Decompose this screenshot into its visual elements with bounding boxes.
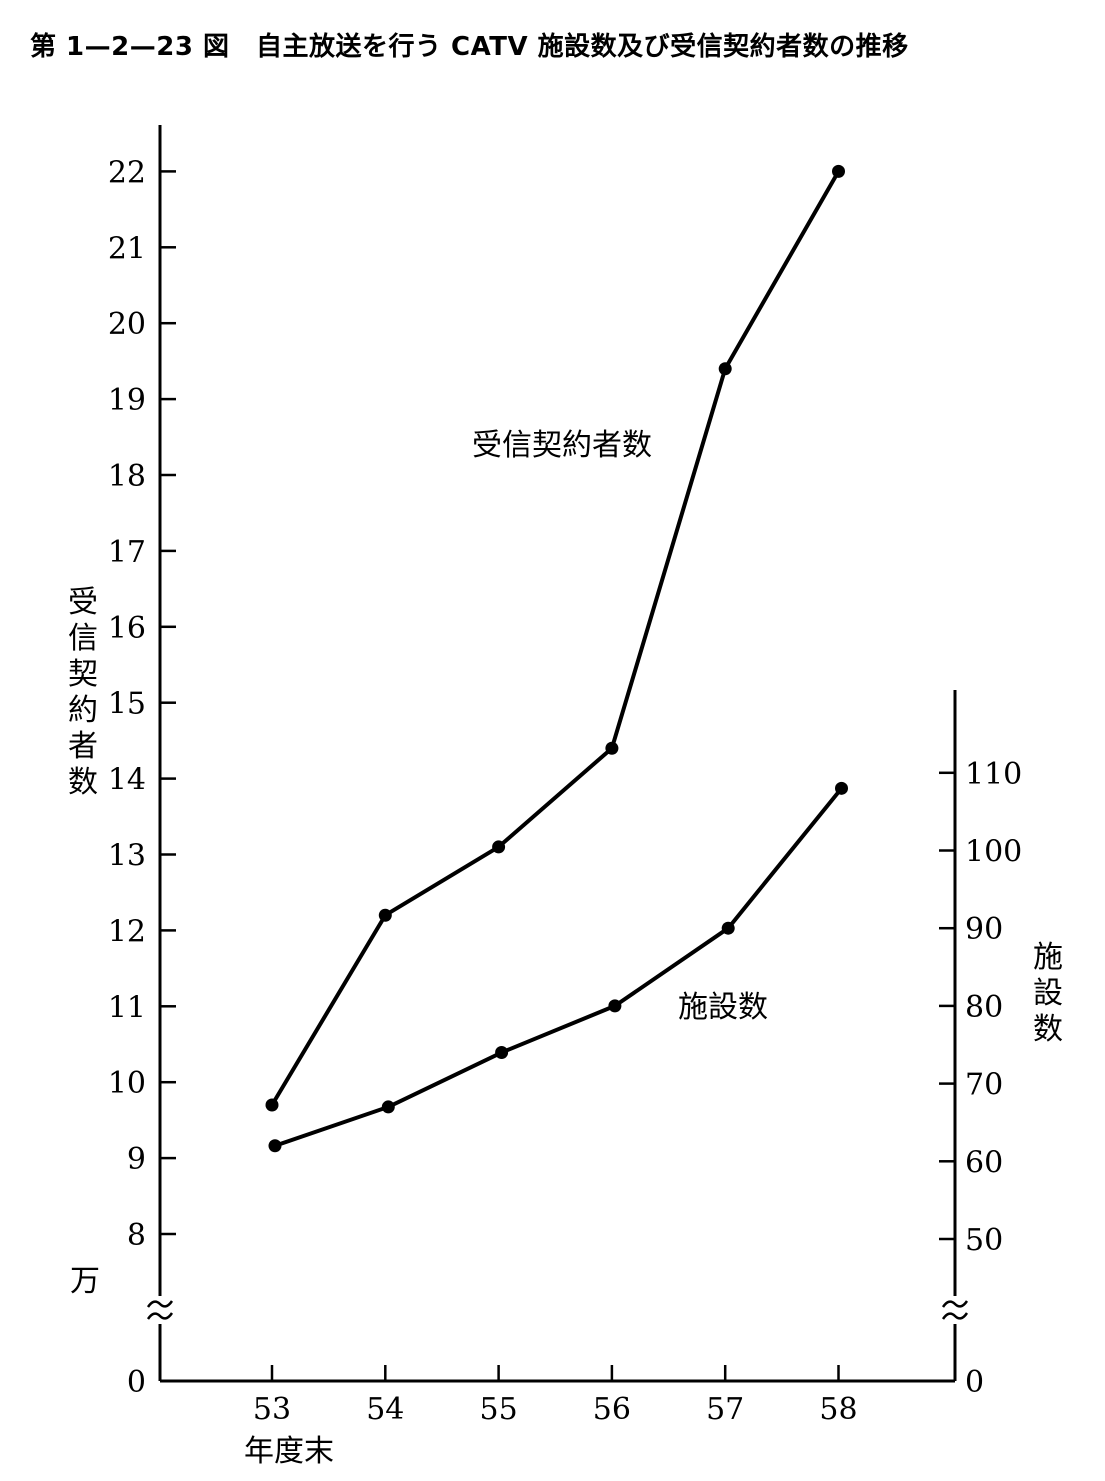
chart-title: 第 1—2—23 図 自主放送を行う CATV 施設数及び受信契約者数の推移 [30, 32, 909, 62]
data-point-subscribers [605, 741, 619, 755]
left-axis-ticks: 0 8 9 10 11 12 13 14 15 16 17 18 19 20 21 22 [108, 155, 176, 1400]
data-point-facilities [721, 921, 735, 935]
series-label-subscribers: 受信契約者数 [472, 428, 652, 463]
x-tick-label: 57 [706, 1392, 744, 1427]
right-axis-break-icon [941, 1300, 969, 1320]
left-tick-label: 8 [127, 1218, 146, 1253]
x-tick-label: 55 [480, 1392, 518, 1427]
left-tick-label: 9 [127, 1142, 146, 1177]
right-tick-label: 60 [965, 1145, 1003, 1180]
data-point-subscribers [492, 840, 506, 854]
left-tick-label: 21 [108, 231, 146, 266]
data-point-subscribers [718, 362, 732, 376]
data-point-facilities [381, 1100, 395, 1114]
right-tick-label: 0 [965, 1365, 984, 1400]
left-axis-unit: 万 [70, 1264, 100, 1299]
right-axis-ticks: 0 50 60 70 80 90 100 110 [939, 757, 1022, 1400]
right-axis-label: 施設数 [1033, 940, 1063, 1047]
x-tick-label: 58 [819, 1392, 857, 1427]
left-tick-label: 13 [108, 839, 146, 874]
left-tick-label: 14 [108, 763, 146, 798]
series-lines [265, 164, 848, 1153]
x-tick-label: 56 [593, 1392, 631, 1427]
right-tick-label: 80 [965, 990, 1003, 1025]
right-tick-label: 90 [965, 912, 1003, 947]
left-tick-label: 18 [108, 459, 146, 494]
left-tick-label: 20 [108, 307, 146, 342]
data-point-facilities [608, 999, 622, 1013]
x-tick-label: 54 [366, 1392, 404, 1427]
left-axis-break-icon [146, 1300, 174, 1320]
left-tick-label: 10 [108, 1066, 146, 1101]
right-tick-label: 50 [965, 1223, 1003, 1258]
x-axis-ticks: 53 54 55 56 57 58 [253, 1365, 858, 1427]
x-tick-label: 53 [253, 1392, 291, 1427]
left-tick-label: 11 [108, 990, 146, 1025]
left-tick-label: 22 [108, 155, 146, 190]
right-tick-label: 70 [965, 1068, 1003, 1103]
left-tick-label: 12 [108, 914, 146, 949]
data-point-subscribers [265, 1098, 279, 1112]
series-line-facilities [274, 787, 844, 1148]
right-tick-label: 110 [965, 757, 1022, 792]
left-axis-label: 受信契約者数 [68, 585, 98, 800]
left-tick-label: 0 [127, 1365, 146, 1400]
data-point-subscribers [378, 908, 392, 922]
data-point-subscribers [832, 164, 845, 178]
left-tick-label: 17 [108, 535, 146, 570]
left-tick-label: 19 [108, 383, 146, 418]
left-tick-label: 16 [108, 611, 146, 646]
data-point-facilities [835, 781, 848, 795]
data-point-facilities [268, 1139, 282, 1153]
series-line-subscribers [270, 170, 841, 1106]
axes [146, 125, 969, 1383]
left-tick-label: 15 [108, 687, 146, 722]
right-tick-label: 100 [965, 835, 1022, 870]
x-axis-label: 年度末 [244, 1434, 334, 1469]
data-point-facilities [495, 1046, 509, 1060]
series-label-facilities: 施設数 [678, 990, 768, 1025]
